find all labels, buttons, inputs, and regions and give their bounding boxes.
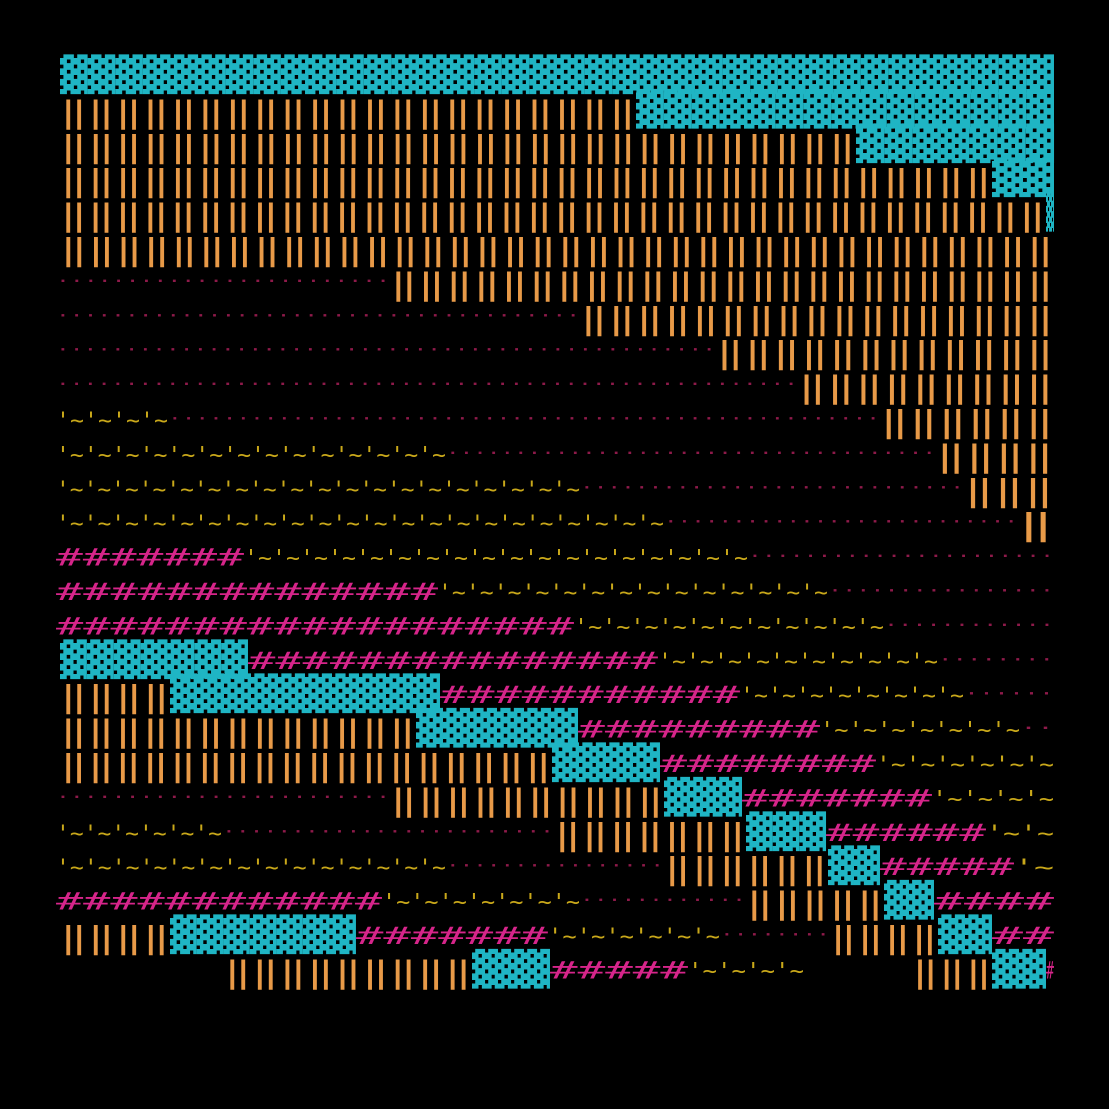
- dot-glyph-run: ······················: [748, 547, 1054, 566]
- pipe-glyph-run: ‖‖‖‖‖‖‖‖‖‖‖‖: [716, 336, 1054, 371]
- block-glyph-run: ▓▓: [992, 157, 1055, 198]
- tilde-glyph-run: '~'~'~'~'~'~'~'~'~'~'~'~'~'~'~'~'~'~'~'~…: [56, 512, 664, 537]
- hash-glyph-run: #: [1046, 956, 1054, 984]
- tilde-glyph-run: '~'~'~'~: [688, 959, 804, 984]
- hash-glyph-run: #######: [56, 544, 245, 572]
- pipe-glyph-run: ‖‖‖‖‖‖‖‖‖‖‖‖‖‖‖‖‖‖‖‖‖‖‖‖: [390, 267, 1054, 302]
- block-glyph-run: ▓▓▓▓▓▓▓▓▓▓▓▓▓▓▓▓▓▓▓▓▓▓▓▓▓▓▓▓▓▓▓▓▓▓▓▓: [60, 54, 1055, 95]
- dot-glyph-run: ······: [964, 684, 1054, 703]
- pipe-glyph-run: ‖‖‖‖‖‖‖‖‖‖: [390, 783, 664, 818]
- hash-glyph-run: #########: [578, 716, 821, 744]
- hash-glyph-run: #######: [356, 922, 549, 950]
- pipe-glyph-run: ‖‖‖‖: [60, 921, 170, 956]
- pipe-glyph-run: ‖‖‖‖‖‖‖‖‖‖‖‖‖‖‖‖‖‖‖‖‖‖‖‖‖‖‖‖‖: [60, 130, 856, 165]
- tilde-glyph-run: '~'~'~'~'~'~: [56, 822, 222, 847]
- dot-glyph-run: ························: [222, 822, 554, 841]
- block-glyph-run: ▓▓▓▓▓▓: [416, 708, 579, 749]
- block-glyph-run: ▓▓▓: [746, 811, 827, 852]
- dot-glyph-run: ········································…: [56, 375, 798, 394]
- tilde-glyph-run: '~'~'~'~'~'~: [548, 925, 720, 950]
- block-glyph-run: ▓▓▓▓▓▓▓: [856, 123, 1055, 164]
- tilde-glyph-run: '~: [1014, 856, 1054, 881]
- tilde-glyph-run: '~'~'~'~'~'~'~'~: [740, 684, 964, 709]
- hash-glyph-run: ####: [934, 888, 1055, 916]
- pipe-glyph-run: ‖‖‖‖‖‖‖‖‖‖‖‖‖‖‖‖‖‖‖‖‖‖‖‖‖‖‖‖‖‖‖‖‖‖‖‖: [60, 233, 1054, 268]
- tilde-glyph-run: '~'~'~'~'~'~'~'~'~'~'~'~'~'~'~'~'~'~: [244, 547, 748, 572]
- dot-glyph-run: ········································…: [168, 409, 880, 428]
- block-glyph-run: ▓▓▓▓▓▓▓: [170, 914, 357, 955]
- block-glyph-run: ▓▓: [938, 914, 993, 955]
- dot-glyph-run: ··: [1020, 719, 1054, 738]
- pipe-glyph-run: ‖‖‖‖‖‖‖‖‖‖‖‖‖‖‖‖‖‖‖‖‖‖‖‖‖‖‖‖‖‖‖‖‖‖: [60, 164, 992, 199]
- tilde-glyph-run: '~'~'~'~'~'~'~: [382, 891, 580, 916]
- tilde-glyph-run: '~'~'~'~'~'~'~'~'~'~'~'~'~'~: [438, 581, 828, 606]
- tilde-glyph-run: '~'~'~'~'~'~'~'~'~'~'~: [574, 615, 884, 640]
- block-glyph-run: ▓▓▓▓▓▓▓▓▓▓▓▓▓▓▓: [636, 88, 1055, 129]
- block-glyph-run: ▓▓: [884, 880, 935, 921]
- pipe-glyph-run: ‖‖‖‖‖‖‖‖‖‖‖‖‖‖‖‖‖‖: [60, 749, 552, 784]
- tilde-glyph-run: '~'~'~'~'~'~: [876, 753, 1054, 778]
- pipe-glyph-run: ‖‖‖‖‖‖‖‖‖‖‖‖‖: [60, 715, 416, 750]
- hash-glyph-run: ############: [56, 888, 383, 916]
- dot-glyph-run: ············: [884, 615, 1054, 634]
- tilde-glyph-run: '~'~'~'~'~'~'~'~'~'~'~'~'~'~: [56, 443, 446, 468]
- dot-glyph-run: ························: [56, 787, 390, 806]
- hash-glyph-run: ######: [826, 819, 987, 847]
- tilde-glyph-run: '~'~'~'~'~'~'~: [820, 719, 1020, 744]
- dot-glyph-run: ········: [720, 925, 830, 944]
- pipe-glyph-run: ‖‖‖‖‖‖‖‖‖‖‖‖‖‖‖‖‖‖‖‖‖‖‖‖‖‖‖‖‖‖‖‖‖‖‖‖: [60, 199, 1046, 234]
- pipe-glyph-run: ‖‖‖‖‖‖‖‖‖‖‖‖‖‖‖‖‖‖‖‖‖: [60, 95, 636, 130]
- dot-glyph-run: ························: [56, 271, 390, 290]
- pipe-glyph-run: ‖‖‖: [912, 955, 992, 990]
- tilde-glyph-run: '~'~'~'~'~'~'~'~'~'~: [658, 650, 938, 675]
- pipe-glyph-run: ‖‖‖: [964, 474, 1054, 509]
- dot-glyph-run: ············: [580, 891, 746, 910]
- tilde-glyph-run: '~'~: [986, 822, 1054, 847]
- hash-glyph-run: ########: [660, 750, 877, 778]
- block-glyph-run: ▓▓▓: [664, 776, 743, 817]
- dot-glyph-run: ····································: [446, 443, 936, 462]
- pipe-glyph-run: ‖‖‖‖‖‖‖‖‖: [224, 955, 472, 990]
- dot-glyph-run: ····························: [580, 478, 964, 497]
- pipe-glyph-run: ‖‖‖‖‖‖‖‖‖: [798, 371, 1054, 406]
- pipe-glyph-run: ‖‖‖‖: [936, 439, 1054, 474]
- tilde-glyph-run: '~'~'~'~: [932, 787, 1054, 812]
- hash-glyph-run: #####: [880, 853, 1015, 881]
- hash-glyph-run: ##: [992, 922, 1055, 950]
- block-glyph-run: ▓▓▓: [472, 948, 551, 989]
- block-glyph-run: ▓▓: [828, 845, 881, 886]
- block-glyph-run: ▓: [1046, 192, 1054, 233]
- hash-glyph-run: #####: [550, 956, 689, 984]
- pipe-glyph-run: ‖‖‖‖: [60, 680, 170, 715]
- tilde-glyph-run: '~'~'~'~'~'~'~'~'~'~'~'~'~'~: [56, 856, 446, 881]
- dot-glyph-run: ········································…: [56, 340, 716, 359]
- dot-glyph-run: ········: [938, 650, 1054, 669]
- dot-glyph-run: ················: [828, 581, 1054, 600]
- tilde-glyph-run: '~'~'~'~'~'~'~'~'~'~'~'~'~'~'~'~'~'~'~: [56, 478, 580, 503]
- pipe-glyph-run: ‖‖‖‖‖‖: [880, 405, 1054, 440]
- hash-glyph-run: ##############: [56, 578, 439, 606]
- dot-glyph-run: ················: [446, 856, 664, 875]
- hash-glyph-run: ###################: [56, 612, 575, 640]
- block-glyph-run: ▓▓▓▓: [552, 742, 661, 783]
- pipe-glyph-run: ‖‖‖‖‖: [746, 887, 884, 922]
- pipe-glyph-run: ‖‖‖‖‖‖: [664, 852, 828, 887]
- hash-glyph-run: ###########: [440, 681, 741, 709]
- pipe-glyph-run: ‖‖‖‖‖‖‖‖‖‖‖‖‖‖‖‖‖: [580, 302, 1054, 337]
- dot-glyph-run: ······································: [56, 306, 580, 325]
- dot-glyph-run: ··························: [664, 512, 1018, 531]
- pipe-glyph-run: ‖‖‖‖‖‖‖: [554, 818, 746, 853]
- tilde-glyph-run: '~'~'~'~: [56, 409, 168, 434]
- block-glyph-run: ▓▓▓▓▓▓▓▓▓▓: [170, 673, 441, 714]
- hash-glyph-run: ###############: [248, 647, 659, 675]
- hash-glyph-run: #######: [742, 784, 933, 812]
- pipe-glyph-run: ‖: [1018, 508, 1054, 543]
- ascii-art-rows: ▓▓▓▓▓▓▓▓▓▓▓▓▓▓▓▓▓▓▓▓▓▓▓▓▓▓▓▓▓▓▓▓▓▓▓▓‖‖‖‖…: [56, 54, 1055, 990]
- block-glyph-run: ▓▓: [992, 948, 1047, 989]
- block-glyph-run: ▓▓▓▓▓▓▓: [60, 639, 249, 680]
- pipe-glyph-run: ‖‖‖‖: [830, 921, 938, 956]
